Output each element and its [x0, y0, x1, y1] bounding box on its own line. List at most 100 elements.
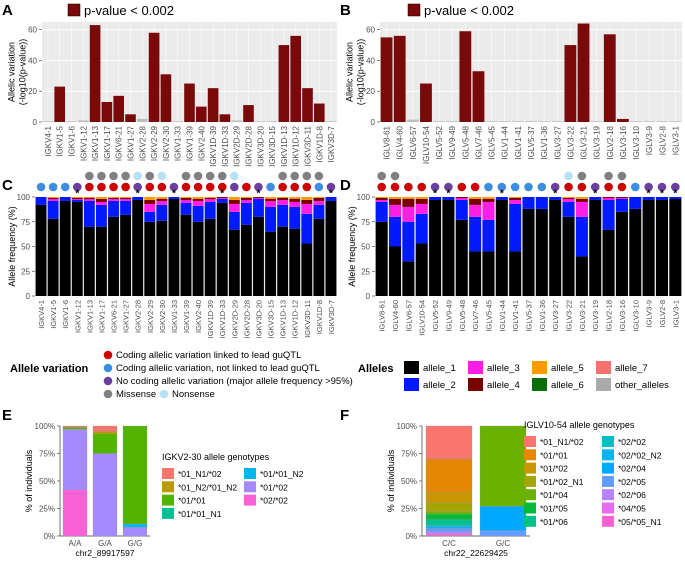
- x-tick-label-c: IGKV1-33: [170, 300, 179, 333]
- y-tick-label-d: 50: [361, 243, 370, 252]
- stack-d-allele_1: [402, 261, 415, 296]
- stack-c-allele_3: [96, 201, 107, 205]
- bar-a-IGKV3D-20: [254, 121, 266, 122]
- bar-a-IGKV4-1: [42, 121, 54, 122]
- variation-dot-d: [484, 182, 493, 192]
- variation-dot-d: [417, 182, 427, 192]
- legend-swatch-a: [67, 3, 81, 17]
- variation-dot-c: [193, 182, 203, 192]
- stack-d-allele_1: [375, 221, 388, 296]
- stack-c-allele_5: [301, 197, 313, 200]
- bar-a-IGKV2D-28: [243, 105, 254, 122]
- stack-c-allele_2: [180, 202, 192, 215]
- stack-d-allele_1: [549, 199, 562, 296]
- legend-label-not_linked: Coding allelic variation, not linked to …: [116, 363, 320, 374]
- allele-swatch-allele_3: [468, 361, 483, 374]
- stack-c-allele_2: [253, 198, 264, 217]
- variation-dot-d: [404, 182, 413, 192]
- variation-dot-c: [48, 182, 58, 192]
- stack-d-allele_2: [629, 197, 642, 209]
- allele-label-allele_1: allele_1: [423, 363, 456, 374]
- x-tick-label-b: IGLV3-19: [593, 125, 602, 159]
- genotype-label-f: *01/*06: [540, 517, 568, 527]
- asterisk-d: *: [446, 189, 450, 200]
- variation-dot-c: [121, 182, 130, 192]
- y-axis-label-c-line: Allele frequency (%): [7, 206, 17, 287]
- effect-dot-c: [157, 171, 167, 181]
- genotype-swatch-f: [524, 475, 536, 487]
- stack-d-allele_2: [642, 197, 655, 200]
- stack-d-allele_3: [575, 201, 588, 217]
- stack-c-allele_2: [325, 197, 337, 201]
- stack-d-allele_4: [389, 198, 402, 205]
- bar-a-IGKV2-40: [195, 106, 207, 122]
- x-tick-label-c: IGKV2D-28: [242, 300, 251, 338]
- stack-c-allele_3: [156, 200, 168, 205]
- stack-d-allele_1: [655, 199, 668, 296]
- x-tick-label-d: IGLV5-45: [484, 300, 493, 332]
- stack-d-allele_1: [522, 208, 535, 296]
- x-tick-label-c: IGKV2D-29: [230, 300, 239, 338]
- stack-d-allele_3: [402, 206, 415, 222]
- asterisk-d: *: [647, 189, 651, 200]
- y-tick-label-e: 75%: [39, 450, 55, 459]
- stack-d-allele_2: [549, 197, 562, 200]
- stack-d-allele_3: [455, 197, 468, 200]
- x-tick-label-b: IGLV3-27: [553, 125, 562, 159]
- x-tick-label-a: IGKV1-12: [79, 125, 88, 161]
- stack-c-allele_3: [47, 198, 59, 201]
- allele-label-allele_3: allele_3: [487, 363, 520, 374]
- x-tick-label-c: IGKV1D-8: [315, 300, 324, 334]
- x-tick-label-b: IGLV9-49: [448, 125, 457, 159]
- stack-c-allele_5: [71, 197, 83, 198]
- stack-c-allele_2: [204, 201, 216, 219]
- genotype-stack-e-*01/*01: [92, 433, 118, 454]
- bar-b-IGLV7-46: [472, 71, 485, 122]
- variation-dot-c: [169, 182, 179, 192]
- asterisk-d: *: [593, 189, 597, 200]
- bar-a-IGKV1D-8: [313, 103, 325, 122]
- stack-c-allele_5: [204, 197, 216, 198]
- genotype-label-f: *05/*05_N1: [618, 517, 662, 527]
- genotype-label-e: *01/*02: [260, 482, 288, 492]
- genotype-stack-f-*01/*04: [479, 425, 527, 507]
- variation-dot-d: [657, 182, 667, 192]
- stack-c-allele_4: [204, 197, 216, 199]
- stack-d-allele_3: [469, 204, 482, 217]
- x-tick-label-a: IGKV6-21: [115, 125, 124, 161]
- genotype-stack-e-*01_N1/*02: [92, 425, 118, 432]
- stack-c-allele_1: [83, 226, 95, 296]
- stack-c-allele_3: [228, 203, 240, 212]
- stack-c-allele_4: [108, 197, 119, 199]
- stack-d-allele_2: [602, 199, 615, 230]
- bar-a-IGKV2-28: [136, 118, 148, 122]
- stack-d-allele_5: [575, 197, 588, 199]
- stack-c-allele_2: [228, 211, 240, 230]
- genotype-swatch-f: [524, 515, 536, 527]
- y-tick-label-c: 100: [17, 193, 31, 202]
- stack-c-allele_3: [253, 197, 264, 199]
- allele-label-allele_5: allele_5: [551, 363, 584, 374]
- variation-dot-c: [60, 182, 70, 192]
- stack-d-allele_5: [375, 197, 388, 198]
- x-tick-label-c: IGKV1-6: [61, 300, 70, 329]
- stack-c-allele_2: [35, 197, 47, 205]
- allele-label-allele_6: allele_6: [551, 380, 584, 391]
- bar-b-IGLV3-19: [590, 121, 603, 122]
- x-tick-label-c: IGKV3D-11: [303, 300, 312, 338]
- stack-c-allele_5: [144, 197, 156, 200]
- stack-c-allele_1: [71, 201, 83, 296]
- allele-label-allele_2: allele_2: [423, 380, 456, 391]
- bar-b-IGLV5-37: [525, 121, 537, 122]
- stack-c-allele_1: [144, 221, 156, 296]
- stack-d-allele_1: [509, 251, 522, 296]
- x-tick-label-d: IGLV9-49: [444, 300, 453, 332]
- allele-swatch-allele_1: [404, 361, 419, 374]
- genotype-stack-e-*01/*01_N2: [122, 523, 148, 528]
- x-tick-label-a: IGKV1-13: [91, 125, 100, 161]
- x-tick-label-d: IGLV5-37: [525, 300, 534, 332]
- bar-b-IGLV6-57: [406, 119, 419, 122]
- y-axis-label-a: Allelic variation(-log10(p-value)): [7, 39, 28, 106]
- variation-dot-c: [72, 182, 82, 192]
